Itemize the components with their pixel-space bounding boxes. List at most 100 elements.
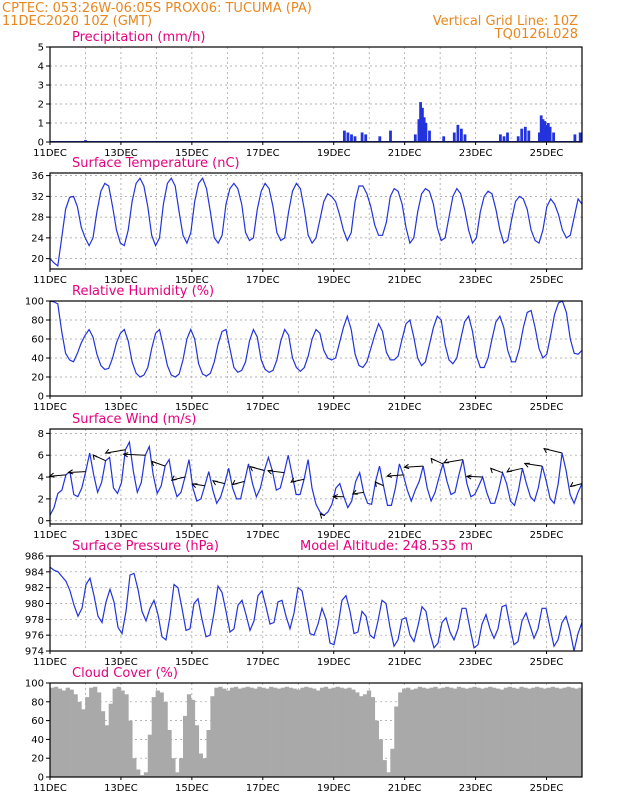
cloud-cover-bar xyxy=(429,687,434,777)
y-tick-label: 4 xyxy=(38,473,44,484)
cloud-cover-bar xyxy=(445,686,450,777)
x-tick-label: 23DEC xyxy=(459,783,493,794)
precipitation-bar xyxy=(573,134,577,142)
wind-arrow-shaft xyxy=(466,475,483,478)
cloud-cover-bar xyxy=(339,687,344,777)
x-tick-label: 25DEC xyxy=(530,148,564,159)
y-tick-label: 60 xyxy=(31,716,44,727)
precipitation-bar xyxy=(419,102,422,142)
header-run-time: 11DEC2020 10Z (GMT) xyxy=(2,14,152,29)
x-tick-label: 25DEC xyxy=(530,402,564,413)
cloud-cover-bar xyxy=(265,688,270,777)
y-tick-label: 4 xyxy=(38,62,44,73)
cloud-cover-bar xyxy=(139,775,145,777)
x-tick-label: 19DEC xyxy=(317,657,351,668)
y-tick-label: 980 xyxy=(25,599,44,610)
cloud-cover-bar xyxy=(405,687,411,777)
cloud-title: Cloud Cover (%) xyxy=(72,666,178,681)
wind-arrow-shaft xyxy=(404,465,424,468)
x-tick-label: 15DEC xyxy=(175,402,209,413)
cloud-cover-bar xyxy=(343,688,348,777)
wind-arrow-head xyxy=(569,481,576,488)
precipitation-bar xyxy=(516,136,520,142)
cloud-cover-bar xyxy=(417,686,423,777)
rh-frame xyxy=(49,300,583,397)
cloud-cover-bar xyxy=(394,706,399,777)
wind-arrow-shaft xyxy=(49,474,66,477)
cloud-cover-bar xyxy=(89,687,94,777)
cloud-cover-bar xyxy=(143,772,149,777)
wind-arrow-head xyxy=(319,512,326,519)
cloud-cover-bar xyxy=(194,725,200,777)
y-tick-label: 28 xyxy=(31,213,44,224)
cloud-cover-bar xyxy=(468,687,473,777)
precipitation-bar xyxy=(364,134,368,142)
cloud-cover-bar xyxy=(460,687,466,777)
x-tick-label: 19DEC xyxy=(317,275,351,286)
cloud-cover-bar xyxy=(503,687,509,777)
cloud-cover-bar xyxy=(300,687,305,777)
y-tick-label: 32 xyxy=(31,192,44,203)
wind-arrow-head xyxy=(430,457,436,464)
cloud-cover-bar xyxy=(269,686,274,777)
precipitation-bar xyxy=(421,107,424,142)
y-tick-label: 20 xyxy=(31,254,44,265)
wind-arrow-shaft xyxy=(524,463,543,467)
cloud-cover-bar xyxy=(390,748,395,777)
wind-series-line xyxy=(49,440,583,517)
x-tick-label: 17DEC xyxy=(246,657,280,668)
y-tick-label: 0 xyxy=(38,773,44,784)
cloud-cover-bar xyxy=(151,697,157,777)
cloud-cover-bar xyxy=(464,688,469,777)
precipitation-bar xyxy=(543,121,547,142)
precipitation-bar xyxy=(442,136,446,142)
wind-arrow-head xyxy=(443,458,450,464)
y-tick-label: 80 xyxy=(31,316,44,327)
pressure-frame xyxy=(49,555,583,652)
x-tick-label: 17DEC xyxy=(246,783,280,794)
wind-arrow-head xyxy=(386,472,393,478)
cloud-cover-bar xyxy=(202,758,207,777)
cloud-cover-bar xyxy=(163,701,168,777)
precipitation-bar xyxy=(546,123,550,142)
wind-arrow-head xyxy=(231,479,238,486)
cloud-cover-bar xyxy=(566,686,571,777)
cloud-cover-bar xyxy=(308,687,313,777)
cloud-cover-bar xyxy=(93,686,98,777)
y-tick-label: 24 xyxy=(31,233,44,244)
wind-arrow-head xyxy=(332,494,338,500)
x-tick-label: 11DEC xyxy=(33,530,67,541)
cloud-cover-bar xyxy=(226,690,231,777)
cloud-cover-bar xyxy=(382,760,387,777)
cloud-cover-bar xyxy=(578,687,583,777)
precipitation-bar xyxy=(527,130,531,142)
precipitation-bar xyxy=(428,130,431,142)
cloud-cover-bar xyxy=(128,720,133,777)
precip-title: Precipitation (mm/h) xyxy=(72,30,205,45)
precipitation-bar xyxy=(360,132,364,142)
cloud-cover-bar xyxy=(538,687,544,777)
cloud-cover-bar xyxy=(323,686,329,777)
wind-arrow-head xyxy=(523,462,530,468)
precipitation-bar xyxy=(499,134,502,142)
cloud-cover-bar xyxy=(449,687,454,777)
rh-panel: 0 20 40 60 80 100 11DEC 13DEC 15DEC 17DEC 19DEC 21D… xyxy=(25,284,583,413)
cloud-cover-bar xyxy=(366,690,372,777)
precipitation-bar xyxy=(523,126,527,142)
y-tick-label: 0 xyxy=(38,516,44,527)
x-tick-label: 23DEC xyxy=(459,657,493,668)
cloud-cover-bar xyxy=(288,687,293,777)
cloud-cover-bar xyxy=(386,772,391,777)
precipitation-bar xyxy=(541,119,545,142)
wind-arrow-head xyxy=(191,483,198,489)
y-tick-label: 978 xyxy=(25,615,44,626)
cloud-cover-bar xyxy=(100,711,106,777)
cloud-cover-bar xyxy=(351,689,356,777)
cloud-cover-bar xyxy=(159,692,164,777)
cloud-cover-bar xyxy=(171,758,176,777)
y-tick-label: 100 xyxy=(25,297,44,308)
precipitation-bar xyxy=(417,119,421,142)
cloud-cover-bar xyxy=(499,689,505,777)
x-tick-label: 11DEC xyxy=(33,148,67,159)
cloud-cover-bar xyxy=(73,694,78,777)
